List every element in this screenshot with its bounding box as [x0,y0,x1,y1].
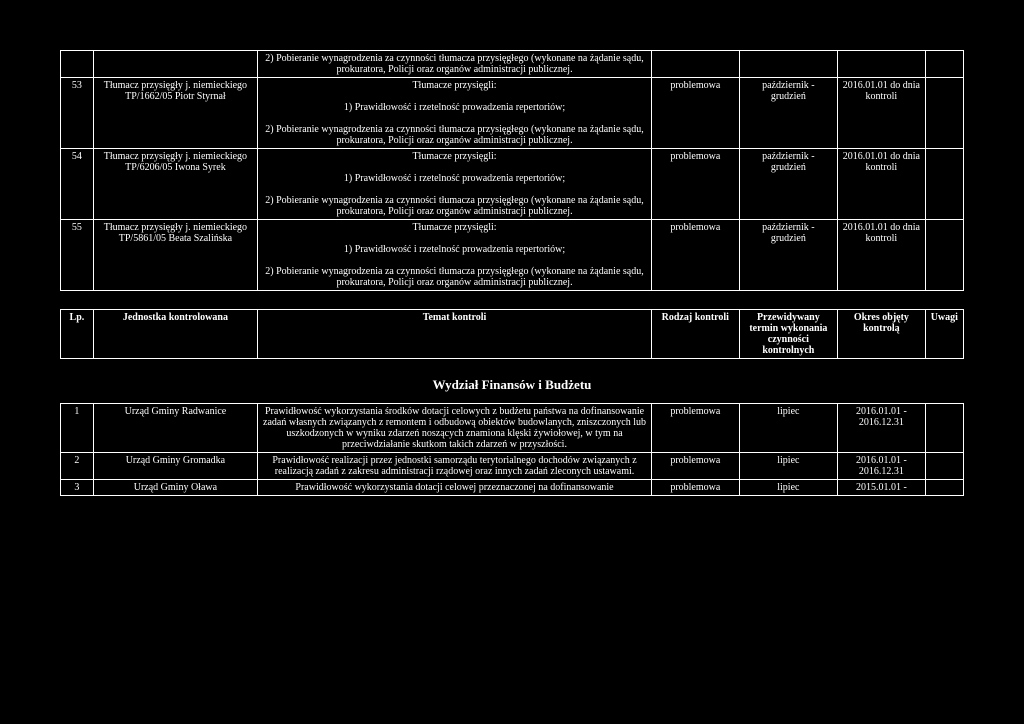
table2-cell-lp: 2 [61,453,94,480]
header-notes: Uwagi [925,310,963,359]
header-period: Okres objęty kontrolą [838,310,926,359]
table1-cell-lp: 54 [61,149,94,220]
section-title: Wydział Finansów i Budżetu [60,377,964,393]
table-row: 2) Pobieranie wynagrodzenia za czynności… [61,51,964,78]
table1-cell-term: październik - grudzień [739,78,838,149]
table2-cell-period: 2015.01.01 - [838,480,926,496]
table1-cell-entity: Tłumacz przysięgły j. niemieckiego TP/62… [93,149,257,220]
table1-cell-term [739,51,838,78]
table2-cell-subject: Prawidłowość realizacji przez jednostki … [258,453,652,480]
table-row: 54Tłumacz przysięgły j. niemieckiego TP/… [61,149,964,220]
header-row: Lp. Jednostka kontrolowana Temat kontrol… [61,310,964,359]
table1-cell-period [838,51,926,78]
table2-cell-term: lipiec [739,404,838,453]
header-entity: Jednostka kontrolowana [93,310,257,359]
table1-cell-type: problemowa [652,220,740,291]
table1-cell-subject: Tłumacze przysięgli: 1) Prawidłowość i r… [258,220,652,291]
table1-cell-term: październik - grudzień [739,220,838,291]
table-finance: 1Urząd Gminy RadwanicePrawidłowość wykor… [60,403,964,496]
table1-cell-entity: Tłumacz przysięgły j. niemieckiego TP/16… [93,78,257,149]
table2-cell-notes [925,480,963,496]
table2-cell-period: 2016.01.01 - 2016.12.31 [838,453,926,480]
table1-cell-subject: Tłumacze przysięgli: 1) Prawidłowość i r… [258,78,652,149]
table2-cell-notes [925,453,963,480]
table1-cell-type: problemowa [652,78,740,149]
table2-cell-period: 2016.01.01 - 2016.12.31 [838,404,926,453]
table1-cell-notes [925,78,963,149]
table2-cell-type: problemowa [652,480,740,496]
table2-cell-subject: Prawidłowość wykorzystania dotacji celow… [258,480,652,496]
table-row: 3Urząd Gminy OławaPrawidłowość wykorzyst… [61,480,964,496]
table2-cell-entity: Urząd Gminy Radwanice [93,404,257,453]
table2-cell-lp: 1 [61,404,94,453]
header-term: Przewidywany termin wykonania czynności … [739,310,838,359]
table1-cell-period: 2016.01.01 do dnia kontroli [838,149,926,220]
table1-cell-period: 2016.01.01 do dnia kontroli [838,220,926,291]
table1-cell-lp [61,51,94,78]
table-row: 55Tłumacz przysięgły j. niemieckiego TP/… [61,220,964,291]
table-row: 53Tłumacz przysięgły j. niemieckiego TP/… [61,78,964,149]
table2-cell-type: problemowa [652,404,740,453]
table1-cell-period: 2016.01.01 do dnia kontroli [838,78,926,149]
table1-cell-lp: 53 [61,78,94,149]
table2-cell-term: lipiec [739,453,838,480]
header-type: Rodzaj kontroli [652,310,740,359]
table2-cell-entity: Urząd Gminy Gromadka [93,453,257,480]
table1-cell-lp: 55 [61,220,94,291]
table2-cell-subject: Prawidłowość wykorzystania środków dotac… [258,404,652,453]
table1-cell-term: październik - grudzień [739,149,838,220]
table-row: 2Urząd Gminy GromadkaPrawidłowość realiz… [61,453,964,480]
header-subject: Temat kontroli [258,310,652,359]
table1-cell-notes [925,51,963,78]
table-translators: 2) Pobieranie wynagrodzenia za czynności… [60,50,964,291]
table2-cell-type: problemowa [652,453,740,480]
table1-cell-notes [925,149,963,220]
header-lp: Lp. [61,310,94,359]
table1-cell-type: problemowa [652,149,740,220]
table1-cell-entity [93,51,257,78]
table2-cell-lp: 3 [61,480,94,496]
table-row: 1Urząd Gminy RadwanicePrawidłowość wykor… [61,404,964,453]
table1-cell-subject: 2) Pobieranie wynagrodzenia za czynności… [258,51,652,78]
table1-cell-notes [925,220,963,291]
table1-cell-subject: Tłumacze przysięgli: 1) Prawidłowość i r… [258,149,652,220]
table2-cell-term: lipiec [739,480,838,496]
table1-cell-type [652,51,740,78]
table1-cell-entity: Tłumacz przysięgły j. niemieckiego TP/58… [93,220,257,291]
table2-cell-notes [925,404,963,453]
table2-cell-entity: Urząd Gminy Oława [93,480,257,496]
table-header: Lp. Jednostka kontrolowana Temat kontrol… [60,309,964,359]
